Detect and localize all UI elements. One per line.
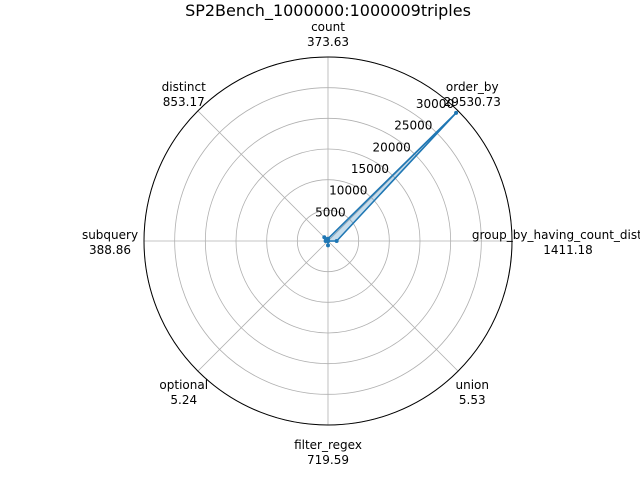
category-value: 1411.18 (543, 243, 593, 257)
category-value: 719.59 (307, 453, 349, 467)
radial-tick-label: 15000 (351, 162, 389, 176)
category-name: subquery (82, 228, 138, 242)
series-point (326, 239, 331, 244)
series-point (454, 110, 459, 115)
category-name: distinct (162, 80, 206, 94)
category-value: 5.24 (170, 393, 197, 407)
category-name: filter_regex (294, 438, 362, 452)
radial-tick-label: 25000 (394, 119, 432, 133)
category-name: group_by_having_count_distinct (472, 228, 640, 242)
grid-spoke (197, 240, 329, 372)
grid-layer (143, 56, 513, 426)
grid-spoke (327, 240, 459, 372)
series-point (322, 235, 327, 240)
category-name: order_by (446, 80, 499, 94)
category-name: optional (159, 378, 208, 392)
category-name: union (455, 378, 489, 392)
category-value: 388.86 (89, 243, 131, 257)
label-layer: 5000 10000 15000 20000 25000 30000 group_by_ha… (82, 20, 640, 467)
outer-ring (143, 56, 513, 426)
category-value: 29530.73 (444, 95, 501, 109)
radial-tick-label: 10000 (329, 184, 367, 198)
radial-tick-label: 30000 (416, 97, 454, 111)
grid-spoke (197, 110, 329, 242)
radial-tick-label: 5000 (315, 205, 346, 219)
category-label: group_by_having_count_distinct1411.18 (472, 228, 640, 257)
series-point (326, 243, 330, 248)
series-point (334, 239, 339, 243)
radial-tick-label: 20000 (373, 140, 411, 154)
category-value: 373.63 (307, 35, 349, 49)
chart-title: SP2Bench_1000000:1000009triples (185, 1, 471, 21)
category-value: 5.53 (459, 393, 486, 407)
category-value: 853.17 (163, 95, 205, 109)
category-name: count (311, 20, 345, 34)
series-layer (322, 110, 459, 248)
